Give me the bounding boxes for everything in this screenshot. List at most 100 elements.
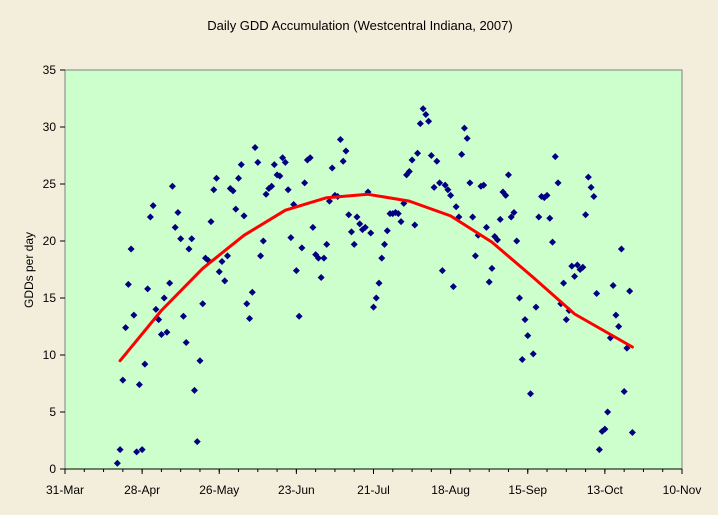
- data-point: [243, 300, 251, 308]
- data-point: [254, 158, 262, 166]
- data-point: [246, 315, 254, 323]
- data-point: [375, 279, 383, 287]
- data-point: [447, 191, 455, 199]
- y-tick-label: 35: [43, 63, 57, 77]
- data-point: [463, 134, 471, 142]
- data-point: [535, 213, 543, 221]
- data-point: [524, 332, 532, 340]
- data-point: [422, 110, 430, 118]
- x-tick-label: 23-Jun: [278, 483, 315, 497]
- data-point: [135, 381, 143, 389]
- data-point: [361, 223, 369, 231]
- data-point: [152, 305, 160, 313]
- data-point: [130, 311, 138, 319]
- data-point: [185, 245, 193, 253]
- y-tick-label: 10: [43, 348, 57, 362]
- data-point: [549, 238, 557, 246]
- data-point: [188, 235, 196, 243]
- data-point: [372, 294, 380, 302]
- data-point: [163, 328, 171, 336]
- data-point: [251, 144, 259, 152]
- data-point: [190, 386, 198, 394]
- data-point: [383, 227, 391, 235]
- data-point: [527, 390, 535, 398]
- data-point: [212, 174, 220, 182]
- data-point: [146, 213, 154, 221]
- data-point: [174, 209, 182, 216]
- y-tick-label: 5: [49, 405, 56, 419]
- y-tick-label: 20: [43, 234, 57, 248]
- x-tick-label: 18-Aug: [431, 483, 470, 497]
- data-point: [287, 234, 295, 242]
- data-point: [149, 202, 157, 210]
- x-tick-label: 28-Apr: [124, 483, 160, 497]
- data-point: [259, 237, 267, 245]
- data-point: [620, 387, 628, 395]
- data-point: [425, 117, 433, 125]
- data-point: [301, 179, 309, 187]
- data-point: [177, 235, 185, 243]
- data-point: [381, 240, 389, 248]
- data-point: [571, 272, 579, 280]
- data-point: [113, 459, 121, 467]
- data-point: [626, 287, 634, 295]
- data-point: [408, 156, 416, 164]
- data-point: [458, 150, 466, 158]
- data-point: [347, 228, 355, 236]
- data-point: [460, 124, 468, 132]
- data-point: [268, 182, 276, 190]
- data-point: [628, 429, 636, 437]
- data-point: [295, 312, 303, 320]
- data-point: [436, 179, 444, 187]
- data-point: [370, 303, 377, 311]
- data-point: [433, 157, 441, 165]
- data-point: [215, 268, 223, 276]
- data-point: [270, 161, 278, 169]
- data-point: [416, 120, 424, 128]
- data-point: [378, 254, 386, 262]
- trend-series: [118, 192, 634, 363]
- data-point: [279, 154, 287, 162]
- data-point: [367, 229, 375, 237]
- x-tick-label: 13-Oct: [587, 483, 624, 497]
- data-point: [554, 179, 562, 187]
- data-point: [276, 172, 284, 180]
- data-point: [617, 245, 625, 253]
- x-tick-label: 15-Sep: [508, 483, 547, 497]
- data-point: [237, 161, 245, 169]
- data-point: [133, 448, 141, 456]
- data-point: [493, 236, 501, 244]
- data-point: [551, 153, 559, 161]
- data-point: [166, 279, 174, 287]
- data-point: [573, 261, 581, 269]
- data-point: [328, 164, 336, 172]
- data-point: [488, 264, 496, 272]
- data-point: [339, 157, 347, 165]
- data-point: [193, 438, 201, 446]
- data-point: [584, 173, 592, 181]
- data-point: [356, 220, 364, 228]
- data-point: [157, 330, 165, 338]
- data-point: [480, 181, 488, 189]
- data-point: [199, 300, 207, 308]
- data-point: [168, 182, 176, 190]
- data-point: [196, 357, 204, 365]
- data-point: [532, 303, 540, 311]
- data-point: [281, 158, 289, 166]
- data-point: [218, 258, 226, 266]
- data-point: [116, 446, 124, 454]
- data-point: [502, 191, 510, 199]
- data-point: [414, 149, 422, 157]
- data-point: [122, 324, 130, 332]
- y-tick-label: 15: [43, 291, 57, 305]
- data-point: [482, 223, 490, 231]
- data-point: [207, 218, 215, 226]
- chart-title: Daily GDD Accumulation (Westcentral Indi…: [207, 18, 512, 33]
- y-axis: 0 5 10 15 20 25 30 35: [43, 63, 65, 476]
- data-point: [182, 338, 190, 346]
- data-point: [336, 136, 344, 144]
- data-point: [579, 263, 587, 271]
- data-point: [292, 267, 300, 275]
- data-point: [221, 277, 229, 285]
